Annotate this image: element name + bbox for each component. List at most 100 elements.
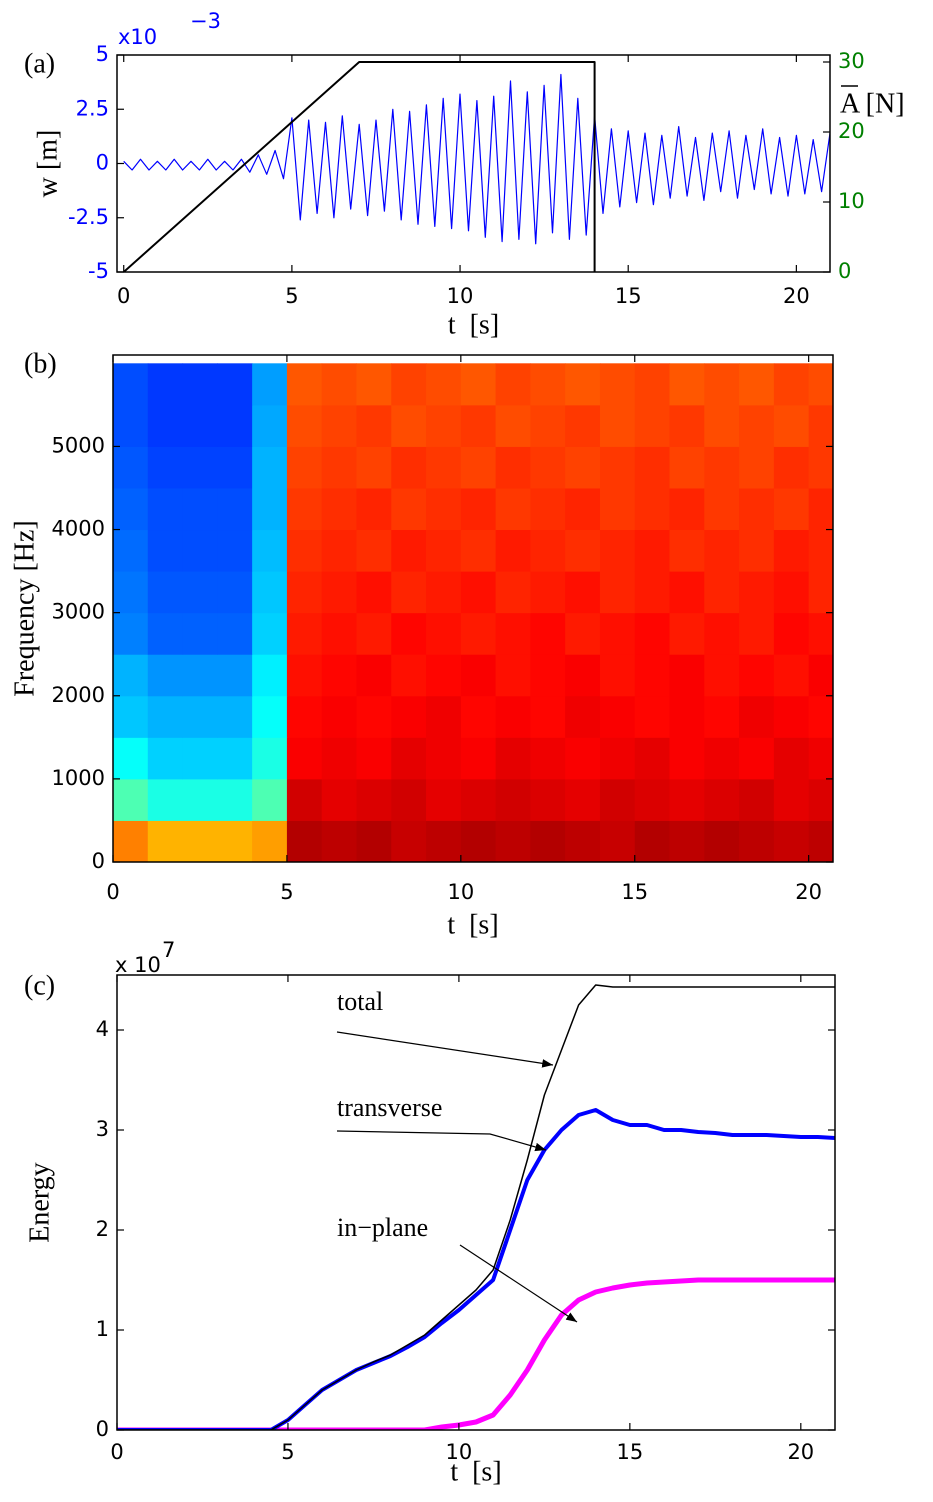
heat-cell [182, 612, 218, 655]
heat-cell [599, 529, 636, 572]
heat-cell [182, 820, 218, 862]
heat-cell [182, 404, 218, 447]
heat-cell [426, 695, 462, 738]
heat-cell [530, 446, 566, 489]
heat-cell [252, 446, 288, 489]
heat-cell [460, 737, 497, 780]
heat-cell [286, 737, 323, 780]
heat-cell [565, 695, 601, 738]
heat-cell [634, 446, 671, 489]
heat-cell [426, 820, 462, 862]
heat-cell [530, 487, 566, 531]
heat-cell [634, 529, 671, 572]
heat-cell [391, 695, 427, 738]
heat-cell [426, 737, 462, 780]
heat-cell [286, 778, 323, 821]
heat-cell [739, 529, 775, 572]
heat-cell [391, 529, 427, 572]
heat-cell [286, 363, 323, 406]
heat-cell [147, 487, 184, 531]
heat-cell [599, 404, 636, 447]
heat-cell [808, 529, 833, 572]
heat-cell [321, 612, 357, 655]
heat-cell [739, 446, 775, 489]
heat-cell [530, 363, 566, 406]
heat-cell [669, 695, 705, 738]
heat-cell [669, 612, 705, 655]
heat-cell [495, 363, 531, 406]
heat-cell [147, 778, 184, 821]
heat-cell [704, 529, 740, 572]
heat-cell [773, 820, 810, 862]
panel-label: (b) [24, 348, 57, 379]
heat-cell [808, 446, 833, 489]
heat-cell [565, 612, 601, 655]
heat-cell [669, 571, 705, 614]
y-tick-label: -5 [88, 259, 109, 283]
heat-cell [808, 737, 833, 780]
heat-cell [113, 529, 149, 572]
heat-cell [252, 654, 288, 697]
heat-cell [460, 612, 497, 655]
heat-cell [599, 612, 636, 655]
y-tick-label: 1 [96, 1317, 109, 1341]
data-line [117, 1277, 835, 1430]
x-tick-label: 0 [106, 880, 119, 904]
heat-cell [356, 695, 392, 738]
heat-cell [147, 737, 184, 780]
x-tick-label: 15 [615, 284, 642, 308]
heat-cell [495, 404, 531, 447]
heat-cell [426, 404, 462, 447]
heat-cell [391, 404, 427, 447]
heat-cell [147, 612, 184, 655]
heat-cell [147, 446, 184, 489]
heat-cell [599, 820, 636, 862]
heat-cell [391, 820, 427, 862]
plot-area [117, 984, 835, 1430]
heat-cell [356, 487, 392, 531]
heat-cell [634, 695, 671, 738]
heat-cell [113, 404, 149, 447]
heat-cell [704, 363, 740, 406]
heat-cell [599, 654, 636, 697]
heat-cell [704, 778, 740, 821]
heat-cell [773, 654, 810, 697]
heat-cell [808, 654, 833, 697]
heat-cell [495, 695, 531, 738]
heat-cell [182, 695, 218, 738]
heat-cell [634, 654, 671, 697]
heat-cell [565, 571, 601, 614]
heat-cell [426, 487, 462, 531]
heat-cell [286, 404, 323, 447]
x-tick-label: 0 [110, 1440, 123, 1464]
heat-cell [217, 737, 253, 780]
heat-cell [704, 654, 740, 697]
heat-cell [565, 737, 601, 780]
heat-cell [217, 778, 253, 821]
y2-tick-label: 0 [838, 259, 851, 283]
x-tick-label: 5 [281, 1440, 294, 1464]
heat-cell [252, 529, 288, 572]
heat-cell [495, 737, 531, 780]
heat-cell [147, 695, 184, 738]
heat-cell [808, 695, 833, 738]
y-axis-label: Energy [24, 1162, 55, 1242]
heat-cell [182, 487, 218, 531]
heat-cell [530, 654, 566, 697]
x-axis-label: t [s] [447, 909, 498, 940]
y-tick-label: 2 [96, 1217, 109, 1241]
heat-cell [460, 820, 497, 862]
heat-cell [460, 487, 497, 531]
heat-cell [391, 571, 427, 614]
heat-cell [286, 487, 323, 531]
heat-cell [182, 778, 218, 821]
heat-cell [252, 487, 288, 531]
heat-cell [147, 363, 184, 406]
heat-cell [217, 363, 253, 406]
heat-cell [252, 404, 288, 447]
heat-cell [321, 404, 357, 447]
heat-cell [356, 363, 392, 406]
heat-cell [252, 612, 288, 655]
y-tick-label: 2000 [52, 683, 105, 707]
